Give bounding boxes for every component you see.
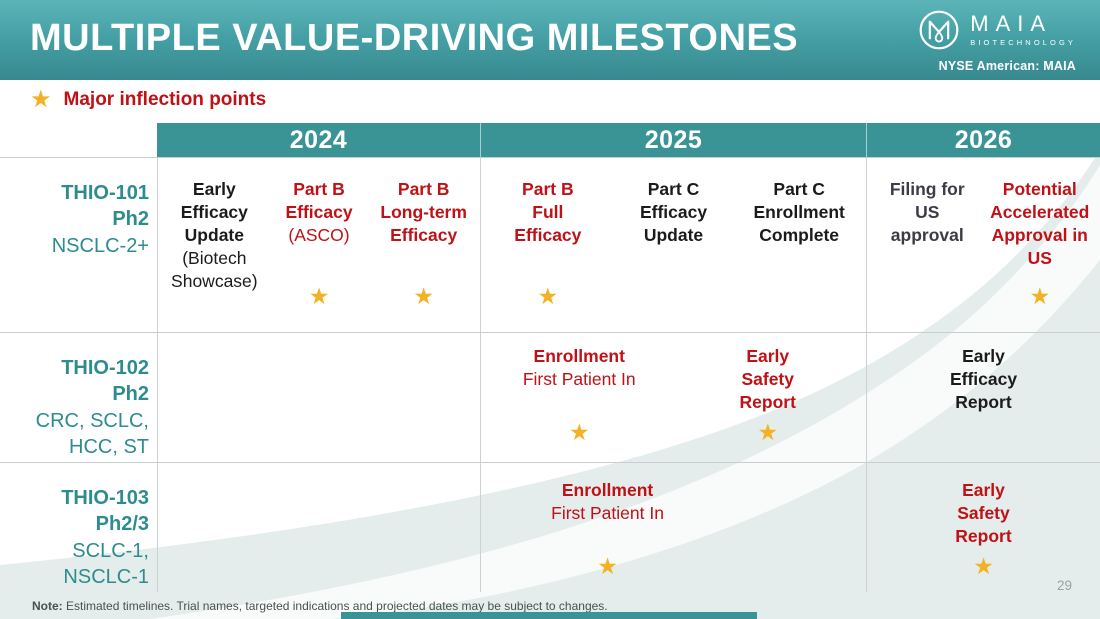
- logo-subname: BIOTECHNOLOGY: [970, 38, 1076, 48]
- milestone: Part C Enrollment Complete: [753, 179, 845, 246]
- footnote-text: Estimated timelines. Trial names, target…: [62, 599, 608, 613]
- star-icon: ★: [973, 553, 994, 579]
- milestone: Filing for US approval: [889, 179, 965, 246]
- milestone: Early Safety Report ★: [955, 480, 1012, 579]
- cell-thio102-2026: Early Efficacy Report: [866, 332, 1100, 462]
- ticker-label: NYSE American: MAIA: [938, 59, 1076, 73]
- star-icon: ★: [568, 419, 590, 445]
- star-icon: ★: [30, 86, 52, 113]
- logo-text: MAIA BIOTECHNOLOGY: [970, 13, 1076, 47]
- milestone: Early Efficacy Update (Biotech Showcase): [171, 179, 258, 292]
- milestone: Potential Accelerated Approval in US ★: [990, 179, 1090, 309]
- cell-thio101-2025: Part B Full Efficacy ★ Part C Efficacy U…: [480, 157, 866, 332]
- brand-block: MAIA BIOTECHNOLOGY NYSE American: MAIA: [917, 8, 1076, 73]
- milestone: Early Efficacy Report: [949, 346, 1018, 413]
- star-icon: ★: [1029, 283, 1051, 309]
- year-header-2025: 2025: [480, 123, 866, 157]
- legend: ★ Major inflection points: [30, 88, 266, 112]
- cell-thio103-2024: [157, 462, 480, 592]
- milestone: Part C Efficacy Update: [639, 179, 708, 246]
- star-icon: ★: [537, 283, 559, 309]
- cell-thio102-2025: Enrollment First Patient In ★ Early Safe…: [480, 332, 866, 462]
- milestones-table: 2024 2025 2026 THIO-101 Ph2 NSCLC-2+ Ear…: [0, 123, 1100, 592]
- milestone: Part B Long-term Efficacy ★: [380, 179, 467, 309]
- year-header-2026: 2026: [866, 123, 1100, 157]
- star-icon: ★: [757, 419, 779, 445]
- page-number: 29: [1056, 578, 1072, 593]
- row-label-thio-102: THIO-102 Ph2 CRC, SCLC, HCC, ST: [0, 332, 157, 462]
- cell-thio101-2026: Filing for US approval Potential Acceler…: [866, 157, 1100, 332]
- milestone: Part B Full Efficacy ★: [514, 179, 582, 309]
- footnote-label: Note:: [32, 599, 63, 613]
- milestone: Part B Efficacy (ASCO) ★: [285, 179, 353, 309]
- bottom-accent-bar: [341, 612, 757, 619]
- milestone: Enrollment First Patient In ★: [522, 346, 636, 445]
- cell-thio101-2024: Early Efficacy Update (Biotech Showcase)…: [157, 157, 480, 332]
- star-icon: ★: [413, 283, 434, 309]
- milestone: Early Safety Report ★: [739, 346, 796, 445]
- star-icon: ★: [308, 283, 330, 309]
- footnote: Note: Estimated timelines. Trial names, …: [32, 599, 608, 613]
- row-label-thio-101: THIO-101 Ph2 NSCLC-2+: [0, 157, 157, 332]
- legend-label: Major inflection points: [63, 89, 267, 110]
- cell-thio102-2024: [157, 332, 480, 462]
- page-title: MULTIPLE VALUE-DRIVING MILESTONES: [30, 17, 799, 59]
- logo-name: MAIA: [970, 11, 1053, 37]
- cell-thio103-2025: Enrollment First Patient In ★: [480, 462, 866, 592]
- maia-logo-icon: [917, 8, 961, 52]
- cell-thio103-2026: Early Safety Report ★: [866, 462, 1100, 592]
- milestone: Enrollment First Patient In ★: [551, 480, 664, 579]
- header-bar: MULTIPLE VALUE-DRIVING MILESTONES MAIA B…: [0, 0, 1100, 80]
- year-header-2024: 2024: [157, 123, 480, 157]
- star-icon: ★: [597, 553, 618, 579]
- row-label-thio-103: THIO-103 Ph2/3 SCLC-1, NSCLC-1: [0, 462, 157, 592]
- table-corner: [0, 123, 157, 157]
